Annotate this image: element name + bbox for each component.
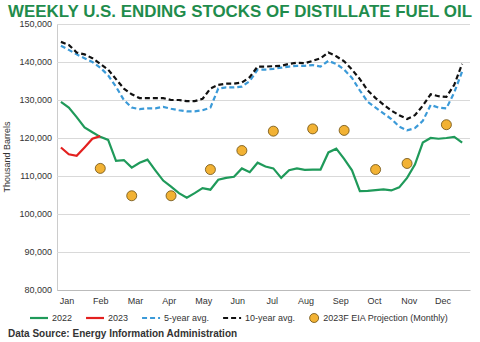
y-tick-label: 140,000: [19, 57, 52, 67]
x-tick-label: Jan: [60, 296, 75, 306]
y-axis-title: Thousand Barrels: [2, 121, 12, 193]
y-tick: 120,000: [19, 133, 470, 143]
projection-point: [268, 126, 278, 136]
x-tick: Mar: [128, 290, 144, 306]
x-tick: Feb: [93, 290, 109, 306]
x-axis: Jan Feb Mar Apr May Jun Jul Aug Sep Oct Nov Dec: [58, 290, 471, 306]
legend-item: 2023: [86, 313, 128, 323]
y-tick-label: 100,000: [19, 209, 52, 219]
x-tick: Aug: [298, 290, 314, 306]
x-tick: Jul: [267, 290, 279, 306]
x-tick: Oct: [368, 290, 383, 306]
legend-label: 2023: [108, 313, 128, 323]
x-tick-label: Mar: [128, 296, 144, 306]
y-tick: 110,000: [20, 171, 470, 181]
x-tick-label: Oct: [368, 296, 383, 306]
legend-item: 2023F EIA Projection (Monthly): [310, 313, 448, 323]
y-tick-label: 80,000: [24, 285, 52, 295]
projection-point: [402, 158, 412, 168]
legend-swatch: [30, 317, 48, 319]
legend-label: 5-year avg.: [164, 313, 209, 323]
x-tick-label: Dec: [435, 296, 452, 306]
series-line: [61, 136, 100, 156]
y-axis: 80,000 90,000 100,000 110,000 120,000 130,000…: [19, 19, 470, 295]
projection-point: [237, 146, 247, 156]
plot: 80,000 90,000 100,000 110,000 120,000 130,000…: [19, 19, 470, 306]
legend-swatch: [223, 317, 241, 319]
x-tick: Dec: [435, 290, 452, 306]
y-tick-label: 110,000: [20, 171, 52, 181]
x-tick: Apr: [162, 290, 176, 306]
x-tick-label: Nov: [401, 296, 418, 306]
grid-line: [57, 24, 470, 25]
y-tick: 100,000: [19, 209, 470, 219]
marks: [61, 42, 462, 201]
legend-label: 10-year avg.: [245, 313, 295, 323]
axis-line: [58, 290, 471, 291]
projection-point: [95, 163, 105, 173]
projection-point: [371, 165, 381, 175]
legend-label: 2023F EIA Projection (Monthly): [323, 313, 448, 323]
y-tick-label: 150,000: [19, 19, 52, 29]
grid-line: [57, 252, 470, 253]
x-tick-label: Jun: [230, 296, 245, 306]
projection-point: [127, 191, 137, 201]
x-tick: Nov: [401, 290, 418, 306]
legend-swatch: [310, 314, 319, 323]
x-tick-label: Jul: [267, 296, 279, 306]
grid-line: [57, 290, 470, 291]
series-line: [61, 42, 462, 119]
projection-point: [205, 165, 215, 175]
legend-item: 10-year avg.: [223, 313, 295, 323]
x-tick-label: May: [195, 296, 213, 306]
grid-line: [57, 62, 470, 63]
grid-line: [57, 138, 470, 139]
title: WEEKLY U.S. ENDING STOCKS OF DISTILLATE …: [8, 2, 472, 21]
legend-swatch: [142, 317, 160, 319]
projection-point: [441, 120, 451, 130]
legend-swatch: [86, 317, 104, 319]
y-tick-label: 130,000: [19, 95, 52, 105]
x-tick-label: Sep: [333, 296, 349, 306]
x-tick-label: Apr: [162, 296, 176, 306]
y-tick: 80,000: [24, 285, 470, 295]
axis-line: [58, 25, 471, 291]
y-tick-label: 90,000: [24, 247, 52, 257]
y-tick-label: 120,000: [19, 133, 52, 143]
grid-line: [57, 214, 470, 215]
legend: 2022 2023 5-year avg. 10-year avg. 2023F EIA…: [30, 313, 448, 323]
projection-point: [339, 125, 349, 135]
x-tick-label: Feb: [93, 296, 109, 306]
legend-item: 5-year avg.: [142, 313, 209, 323]
projection-point: [166, 191, 176, 201]
source: Data Source: Energy Information Administ…: [8, 328, 237, 339]
x-tick: May: [195, 290, 213, 306]
y-tick: 130,000: [19, 95, 470, 105]
legend-item: 2022: [30, 313, 72, 323]
y-tick: 140,000: [19, 57, 470, 67]
projection-point: [308, 124, 318, 134]
x-tick-label: Aug: [298, 296, 314, 306]
x-tick: Jan: [60, 290, 75, 306]
x-tick: Jun: [230, 290, 245, 306]
chart: WEEKLY U.S. ENDING STOCKS OF DISTILLATE …: [0, 0, 480, 342]
y-tick: 150,000: [19, 19, 470, 29]
y-tick: 90,000: [24, 247, 470, 257]
x-tick: Sep: [333, 290, 349, 306]
grid-line: [57, 100, 470, 101]
legend-label: 2022: [52, 313, 72, 323]
